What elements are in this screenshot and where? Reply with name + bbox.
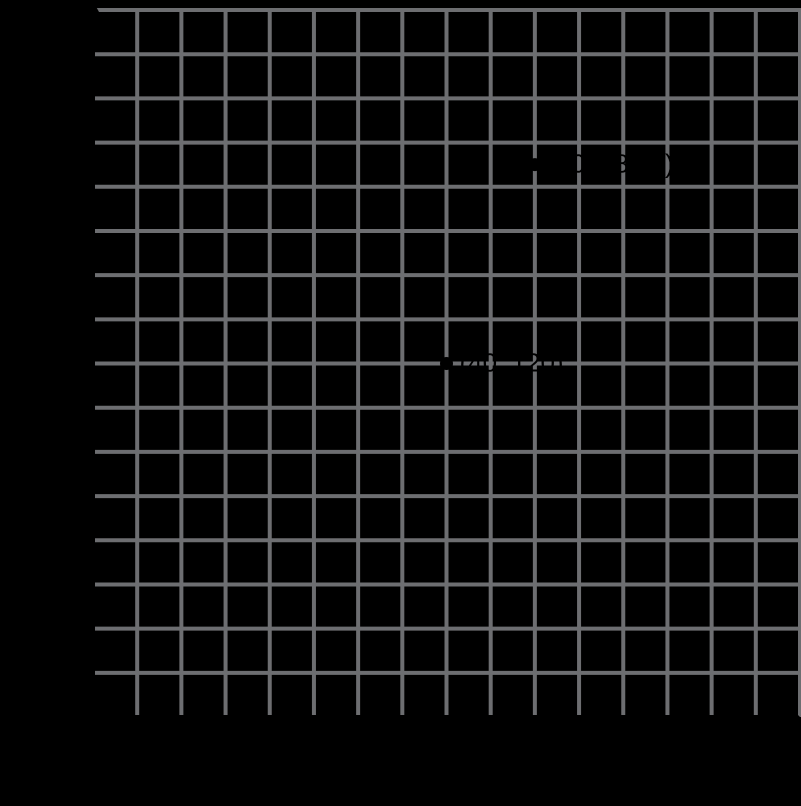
data-point bbox=[440, 357, 453, 370]
x-axis-arrow-icon bbox=[794, 711, 800, 723]
point-label: (50, 187.5) bbox=[548, 149, 674, 179]
data-point bbox=[528, 158, 542, 172]
point-label: (40, 120) bbox=[460, 348, 564, 378]
y-axis-arrow-icon bbox=[87, 1, 99, 12]
